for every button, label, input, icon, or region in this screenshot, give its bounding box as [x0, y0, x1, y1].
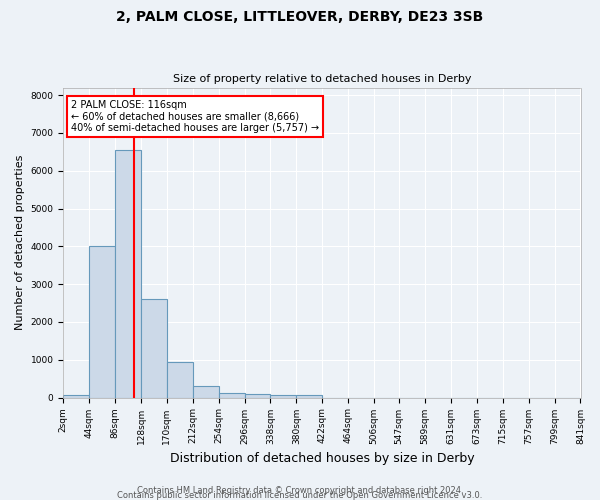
- Bar: [271, 396, 296, 398]
- Text: Contains HM Land Registry data © Crown copyright and database right 2024.: Contains HM Land Registry data © Crown c…: [137, 486, 463, 495]
- Bar: [193, 386, 218, 398]
- X-axis label: Distribution of detached houses by size in Derby: Distribution of detached houses by size …: [170, 452, 474, 465]
- Title: Size of property relative to detached houses in Derby: Size of property relative to detached ho…: [173, 74, 471, 84]
- Bar: [141, 298, 167, 398]
- Bar: [89, 246, 115, 398]
- Bar: [245, 394, 271, 398]
- Bar: [167, 362, 193, 398]
- Y-axis label: Number of detached properties: Number of detached properties: [15, 155, 25, 330]
- Text: 2 PALM CLOSE: 116sqm
← 60% of detached houses are smaller (8,666)
40% of semi-de: 2 PALM CLOSE: 116sqm ← 60% of detached h…: [71, 100, 319, 133]
- Bar: [63, 394, 89, 398]
- Text: 2, PALM CLOSE, LITTLEOVER, DERBY, DE23 3SB: 2, PALM CLOSE, LITTLEOVER, DERBY, DE23 3…: [116, 10, 484, 24]
- Bar: [296, 396, 322, 398]
- Bar: [115, 150, 141, 398]
- Text: Contains public sector information licensed under the Open Government Licence v3: Contains public sector information licen…: [118, 491, 482, 500]
- Bar: [218, 393, 245, 398]
